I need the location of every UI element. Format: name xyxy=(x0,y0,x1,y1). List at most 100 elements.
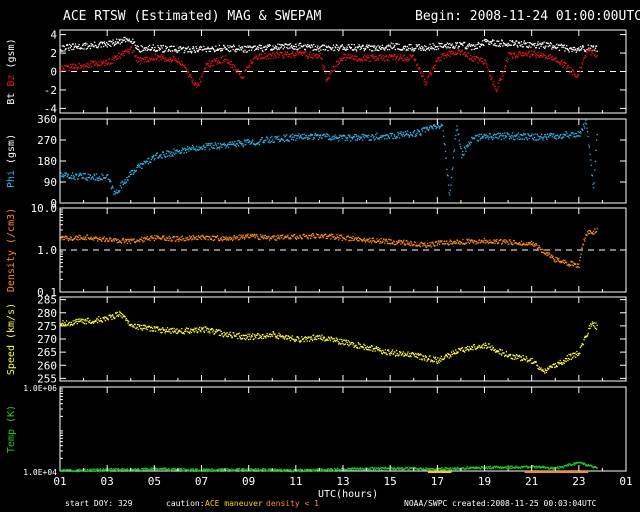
data-point-bt xyxy=(221,49,224,51)
data-point-density xyxy=(327,235,330,238)
data-point-bz xyxy=(335,65,337,68)
data-point-phi xyxy=(546,133,549,135)
data-point-bz xyxy=(410,55,412,57)
data-point-phi xyxy=(485,134,487,136)
data-point-speed xyxy=(544,372,546,374)
data-point-phi xyxy=(205,146,207,149)
data-point-temp xyxy=(99,468,102,470)
data-point-bt xyxy=(374,49,376,51)
data-point-bt xyxy=(253,45,255,47)
data-point-density xyxy=(527,242,530,244)
data-point-bz xyxy=(94,64,96,66)
data-point-bz xyxy=(319,52,321,55)
data-point-speed xyxy=(249,338,252,340)
data-point-bt xyxy=(338,48,341,50)
data-point-phi xyxy=(167,150,169,152)
data-point-speed xyxy=(111,314,114,316)
data-point-temp xyxy=(146,468,148,470)
data-point-speed xyxy=(585,336,587,338)
data-point-temp xyxy=(261,469,264,471)
data-point-speed xyxy=(375,347,377,349)
data-point-speed xyxy=(471,345,473,348)
data-point-density xyxy=(284,235,287,237)
data-point-bz xyxy=(106,64,108,66)
data-point-density xyxy=(472,241,474,243)
y-tick-label-mag: -2 xyxy=(44,84,57,97)
data-point-density xyxy=(557,258,559,261)
data-point-bt xyxy=(92,44,94,46)
data-point-speed xyxy=(492,348,494,350)
data-point-bt xyxy=(147,48,149,50)
data-point-speed xyxy=(589,323,592,325)
data-point-bt xyxy=(411,47,413,49)
data-point-density xyxy=(348,240,350,242)
data-point-speed xyxy=(220,330,222,333)
data-point-bt xyxy=(452,45,454,48)
data-point-bz xyxy=(163,60,166,62)
data-point-bt xyxy=(338,50,340,52)
data-point-bt xyxy=(538,44,540,46)
data-point-bt xyxy=(89,45,91,47)
data-point-phi xyxy=(532,138,534,141)
data-point-bt xyxy=(319,46,321,48)
data-point-bt xyxy=(181,48,184,50)
data-point-phi xyxy=(305,135,308,137)
data-point-phi xyxy=(219,146,221,148)
data-point-bt xyxy=(571,50,573,53)
data-point-speed xyxy=(554,366,556,369)
data-point-bt xyxy=(228,46,230,49)
data-point-density xyxy=(253,233,256,236)
data-point-phi xyxy=(148,157,150,159)
data-point-bz xyxy=(344,53,346,55)
data-point-bz xyxy=(333,66,335,68)
data-point-speed xyxy=(142,327,144,330)
data-point-bt xyxy=(177,49,179,52)
data-point-phi xyxy=(561,136,564,138)
data-point-bt xyxy=(570,48,573,50)
data-point-density xyxy=(478,239,481,241)
data-point-speed xyxy=(90,322,92,324)
data-point-speed xyxy=(444,356,446,358)
data-point-speed xyxy=(153,330,155,332)
data-point-phi xyxy=(413,129,416,132)
data-point-speed xyxy=(506,355,508,357)
data-point-speed xyxy=(160,332,162,334)
data-point-bz xyxy=(481,61,484,63)
data-point-bt xyxy=(350,46,352,49)
data-point-speed xyxy=(438,359,441,361)
data-point-bz xyxy=(114,56,117,59)
data-point-bt xyxy=(422,46,424,49)
data-point-density xyxy=(307,238,309,240)
data-point-speed xyxy=(282,337,284,339)
y-tick-label-phi: 270 xyxy=(37,134,57,147)
data-point-bt xyxy=(523,40,526,42)
data-point-density xyxy=(242,234,244,236)
data-point-phi xyxy=(559,134,561,137)
data-point-speed xyxy=(240,334,243,337)
data-point-bt xyxy=(125,41,127,43)
data-point-density xyxy=(175,240,177,242)
data-point-speed xyxy=(262,333,264,336)
data-point-bt xyxy=(259,47,262,49)
data-point-bt xyxy=(191,51,193,53)
data-point-speed xyxy=(515,354,518,356)
data-point-phi xyxy=(568,137,570,139)
data-point-bz xyxy=(260,57,262,59)
data-point-bt xyxy=(188,50,190,53)
data-point-bz xyxy=(126,51,129,53)
data-point-bz xyxy=(473,56,475,58)
data-point-bt xyxy=(202,49,204,51)
data-point-bz xyxy=(361,59,363,61)
data-point-density xyxy=(499,239,501,242)
data-point-density xyxy=(69,239,71,241)
data-point-phi xyxy=(239,141,241,144)
data-point-bt xyxy=(322,48,324,51)
data-point-density xyxy=(188,239,190,241)
data-point-bt xyxy=(139,51,142,53)
data-point-bt xyxy=(419,46,421,48)
data-point-bt xyxy=(65,48,67,50)
data-point-phi xyxy=(505,135,508,138)
data-point-density xyxy=(468,242,471,245)
data-point-bz xyxy=(209,64,212,66)
data-point-speed xyxy=(92,322,95,324)
